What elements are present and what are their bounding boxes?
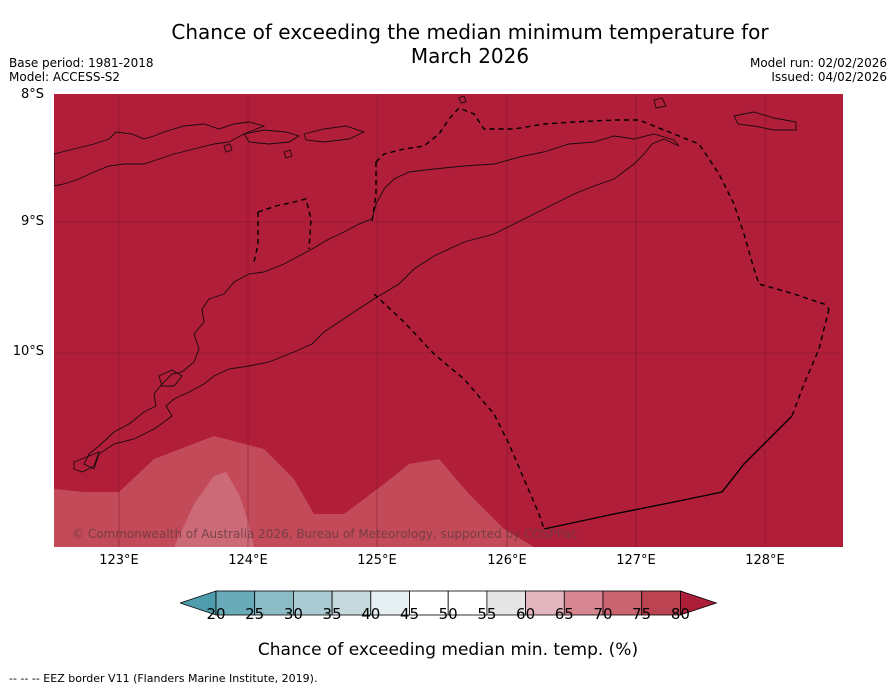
colorbar-tick-label: 70 [593,605,613,623]
lat-label-10s: 10°S [12,344,44,359]
colorbar-tick-label: 80 [670,605,690,623]
colorbar-segment [602,590,643,616]
colorbar-tick-label: 65 [554,605,574,623]
title-line-1: Chance of exceeding the median minimum t… [171,20,769,44]
chart-title: Chance of exceeding the median minimum t… [120,20,820,68]
eez-line-1 [373,293,545,530]
issued-date: Issued: 04/02/2026 [771,70,887,84]
eez-solid-line [543,415,793,530]
timor-coast [83,133,680,470]
model-run: Model run: 02/02/2026 [749,56,887,70]
colorbar-tick-label: 45 [399,605,420,623]
rote-coast [73,451,100,473]
map-svg [54,94,843,547]
lon-label-123e: 123°E [99,553,139,568]
colorbar-title: Chance of exceeding median min. temp. (%… [257,640,639,660]
colorbar-tick-label: 40 [361,605,381,623]
eez-line-4 [257,198,312,250]
probability-band-70 [174,472,254,547]
colorbar-segment [563,590,604,616]
alor-east-coast [303,125,366,143]
graticule [54,94,843,547]
colorbar-segment [331,590,372,616]
colorbar-segment [409,590,449,616]
colorbar-tick-label: 25 [245,605,265,623]
eez-legend-note: -- -- -- EEZ border V11 (Flanders Marine… [9,672,318,685]
meta-left: Base period: 1981-2018 Model: ACCESS-S2 [9,56,154,84]
colorbar-tick-label: 60 [516,605,536,623]
lon-label-128e: 128°E [745,553,785,568]
colorbar-segment [254,590,294,616]
small-isle-1 [223,143,233,153]
colorbar-segment [641,590,681,616]
eez-border [253,107,830,530]
colorbar-segment [486,590,526,616]
colorbar-tick-label: 35 [322,605,342,623]
eez-line-6 [371,162,377,223]
coastlines [54,95,797,473]
lat-label-8s: 8°S [20,87,44,102]
colorbar-svg [178,590,718,616]
eez-line-2 [375,107,830,310]
colorbar-tick-label: 50 [438,605,458,623]
colorbar-arrow-high [679,590,718,616]
copyright-text: © Commonwealth of Australia 2026, Bureau… [72,527,578,541]
meta-right: Model run: 02/02/2026 Issued: 04/02/2026 [750,56,887,84]
title-line-2: March 2026 [410,44,530,68]
semau-coast [158,369,183,387]
lon-label-125e: 125°E [357,553,397,568]
forecast-map[interactable] [54,94,843,547]
eez-line-5 [253,212,259,263]
lon-label-127e: 127°E [616,553,656,568]
lon-label-126e: 126°E [487,553,527,568]
lon-label-124e: 124°E [228,553,268,568]
lat-label-9s: 9°S [20,214,44,229]
wetar-coast [733,111,797,131]
kisar-coast [653,97,667,109]
colorbar-tick-label: 55 [477,605,497,623]
eez-line-3 [791,308,830,417]
colorbar-tick-label: 30 [283,605,303,623]
base-period: Base period: 1981-2018 [9,56,154,70]
colorbar-tick-label: 20 [206,605,226,623]
flores-coast [54,121,266,187]
colorbar-segment [370,590,410,616]
alor-coast [243,129,301,145]
colorbar-segment [215,590,256,616]
colorbar-tick-label: 75 [632,605,652,623]
model-name: Model: ACCESS-S2 [9,70,121,84]
probability-band-75 [54,436,534,547]
colorbar [178,590,720,620]
atauro-coast [458,95,467,104]
small-isle-2 [283,149,293,159]
